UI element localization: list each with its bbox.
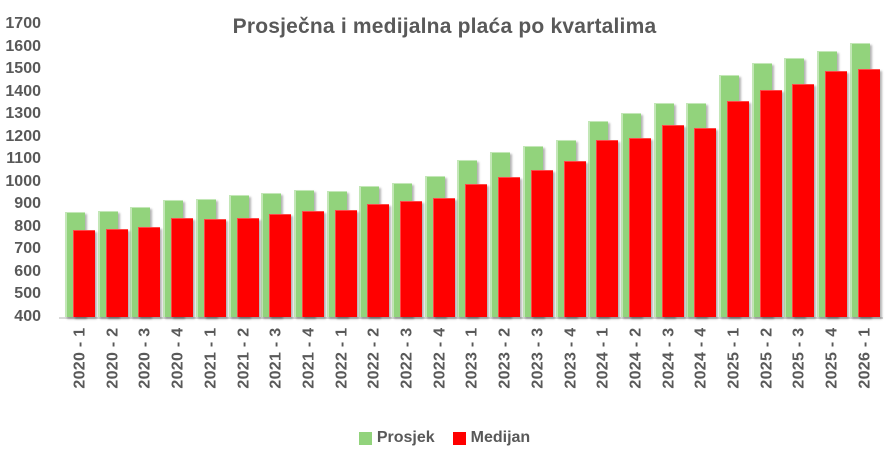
x-tick-label: 2021 - 4 bbox=[300, 327, 318, 389]
x-tick-label: 2024 - 2 bbox=[627, 327, 645, 389]
x-tick-label: 2022 - 2 bbox=[365, 327, 383, 389]
y-tick-label: 1200 bbox=[5, 127, 41, 145]
chart-title: Prosječna i medijalna plaća po kvartalim… bbox=[232, 15, 657, 38]
x-tick-label: 2024 - 4 bbox=[692, 327, 710, 389]
x-tick-label: 2026 - 1 bbox=[856, 327, 874, 389]
bar-medijan-2022-4 bbox=[433, 198, 455, 317]
y-tick-label: 1500 bbox=[5, 60, 41, 78]
x-tick-label: 2025 - 2 bbox=[758, 327, 776, 389]
y-tick-label: 1600 bbox=[5, 37, 41, 55]
x-tick-label: 2023 - 1 bbox=[463, 327, 481, 389]
legend: Prosjek Medijan bbox=[0, 429, 889, 447]
legend-item-prosjek: Prosjek bbox=[358, 429, 435, 447]
bar-medijan-2020-1 bbox=[73, 230, 95, 317]
bar-medijan-2024-2 bbox=[629, 138, 651, 317]
bar-medijan-2023-2 bbox=[498, 177, 520, 317]
x-tick-label: 2020 - 4 bbox=[169, 327, 187, 389]
y-tick-label: 700 bbox=[14, 240, 41, 258]
bar-medijan-2021-4 bbox=[302, 211, 324, 317]
bar-medijan-2026-1 bbox=[858, 69, 880, 317]
y-tick-label: 1000 bbox=[5, 172, 41, 190]
y-tick-label: 1100 bbox=[6, 150, 41, 168]
legend-label-medijan: Medijan bbox=[470, 429, 531, 446]
y-tick-label: 800 bbox=[14, 217, 41, 235]
y-tick-label: 1300 bbox=[5, 105, 41, 123]
bar-medijan-2021-1 bbox=[204, 219, 226, 317]
x-tick-label: 2020 - 1 bbox=[71, 327, 89, 389]
x-tick-label: 2020 - 2 bbox=[104, 327, 122, 389]
bar-medijan-2022-2 bbox=[367, 204, 389, 317]
x-tick-label: 2023 - 2 bbox=[496, 327, 514, 389]
bar-medijan-2020-4 bbox=[171, 218, 193, 317]
legend-label-prosjek: Prosjek bbox=[376, 429, 435, 446]
bar-medijan-2023-1 bbox=[465, 184, 487, 317]
x-tick-label: 2023 - 4 bbox=[562, 327, 579, 389]
x-tick-label: 2021 - 1 bbox=[202, 327, 220, 389]
x-axis-line bbox=[59, 317, 883, 319]
legend-item-medijan: Medijan bbox=[452, 429, 531, 447]
y-tick-label: 1700 bbox=[5, 15, 41, 32]
y-tick-label: 1400 bbox=[5, 82, 41, 100]
bar-medijan-2023-4 bbox=[564, 161, 586, 317]
legend-swatch-medijan-icon bbox=[452, 431, 466, 445]
x-tick-label: 2023 - 3 bbox=[529, 327, 547, 389]
legend-swatch-prosjek-icon bbox=[358, 431, 372, 445]
y-tick-label: 500 bbox=[14, 285, 41, 303]
y-tick-label: 900 bbox=[14, 195, 41, 213]
x-tick-label: 2022 - 3 bbox=[398, 327, 416, 389]
x-tick-label: 2022 - 1 bbox=[333, 327, 351, 389]
bar-medijan-2020-2 bbox=[106, 229, 128, 317]
bar-medijan-2023-3 bbox=[531, 170, 553, 317]
bar-medijan-2021-3 bbox=[269, 214, 291, 317]
y-tick-label: 600 bbox=[14, 262, 41, 280]
x-tick-label: 2021 - 2 bbox=[235, 327, 252, 389]
x-tick-label: 2025 - 3 bbox=[790, 327, 808, 389]
bar-medijan-2022-1 bbox=[335, 210, 357, 317]
x-tick-label: 2022 - 4 bbox=[431, 327, 449, 389]
bar-medijan-2024-3 bbox=[662, 125, 684, 317]
x-tick-label: 2021 - 3 bbox=[267, 327, 285, 389]
x-tick-label: 2025 - 4 bbox=[823, 327, 841, 389]
bar-medijan-2024-4 bbox=[694, 128, 716, 317]
x-tick-label: 2025 - 1 bbox=[725, 327, 743, 389]
x-tick-label: 2024 - 3 bbox=[660, 327, 678, 389]
bar-medijan-2024-1 bbox=[596, 140, 618, 317]
y-tick-label: 400 bbox=[14, 308, 41, 325]
bar-medijan-2025-4 bbox=[825, 71, 847, 317]
bar-medijan-2025-1 bbox=[727, 101, 749, 317]
bar-medijan-2022-3 bbox=[400, 201, 422, 317]
bar-medijan-2020-3 bbox=[138, 227, 160, 317]
bar-medijan-2025-2 bbox=[760, 90, 782, 317]
x-tick-label: 2020 - 3 bbox=[136, 327, 154, 389]
bar-medijan-2021-2 bbox=[237, 218, 259, 317]
bar-medijan-2025-3 bbox=[792, 84, 814, 317]
x-tick-label: 2024 - 1 bbox=[594, 327, 612, 389]
